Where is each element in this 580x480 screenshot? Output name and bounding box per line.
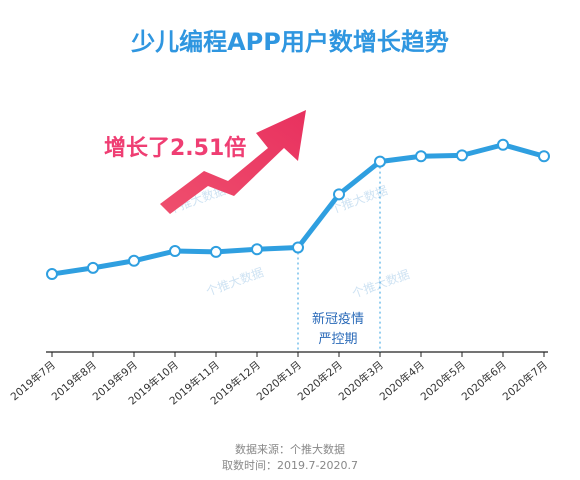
data-point <box>497 138 509 151</box>
highlight-label-line2: 严控期 <box>318 332 357 347</box>
highlight-label-line1: 新冠疫情 <box>312 311 364 327</box>
highlight-guides <box>297 161 381 352</box>
series-line <box>49 142 547 277</box>
data-point <box>46 268 58 281</box>
data-point <box>374 155 386 168</box>
data-point <box>169 245 181 258</box>
data-point <box>292 241 304 254</box>
series-points <box>46 138 550 281</box>
period-note: 取数时间：2019.7-2020.7 <box>222 459 358 472</box>
data-point <box>251 243 263 256</box>
growth-arrow-icon <box>160 110 306 214</box>
data-point <box>128 254 140 267</box>
data-point <box>87 261 99 274</box>
chart-title: 少儿编程APP用户数增长趋势 <box>130 28 449 56</box>
data-point <box>210 245 222 258</box>
x-tick-label: 2020年7月 <box>500 358 550 403</box>
data-point <box>538 150 550 163</box>
watermark-text: 个推大数据 <box>204 264 266 299</box>
data-point <box>415 150 427 163</box>
x-tick-labels: 2019年7月2019年8月2019年9月2019年10月2019年11月201… <box>8 358 550 407</box>
watermark-text: 个推大数据 <box>350 266 412 301</box>
growth-callout: 增长了2.51倍 <box>104 135 246 161</box>
x-axis <box>46 351 548 357</box>
source-note: 数据来源：个推大数据 <box>235 442 345 456</box>
data-point <box>333 188 345 201</box>
series-line-layer <box>49 142 547 277</box>
data-point <box>456 149 468 162</box>
watermark-layer: 个推大数据 个推大数据 个推大数据 个推大数据 <box>166 182 412 301</box>
